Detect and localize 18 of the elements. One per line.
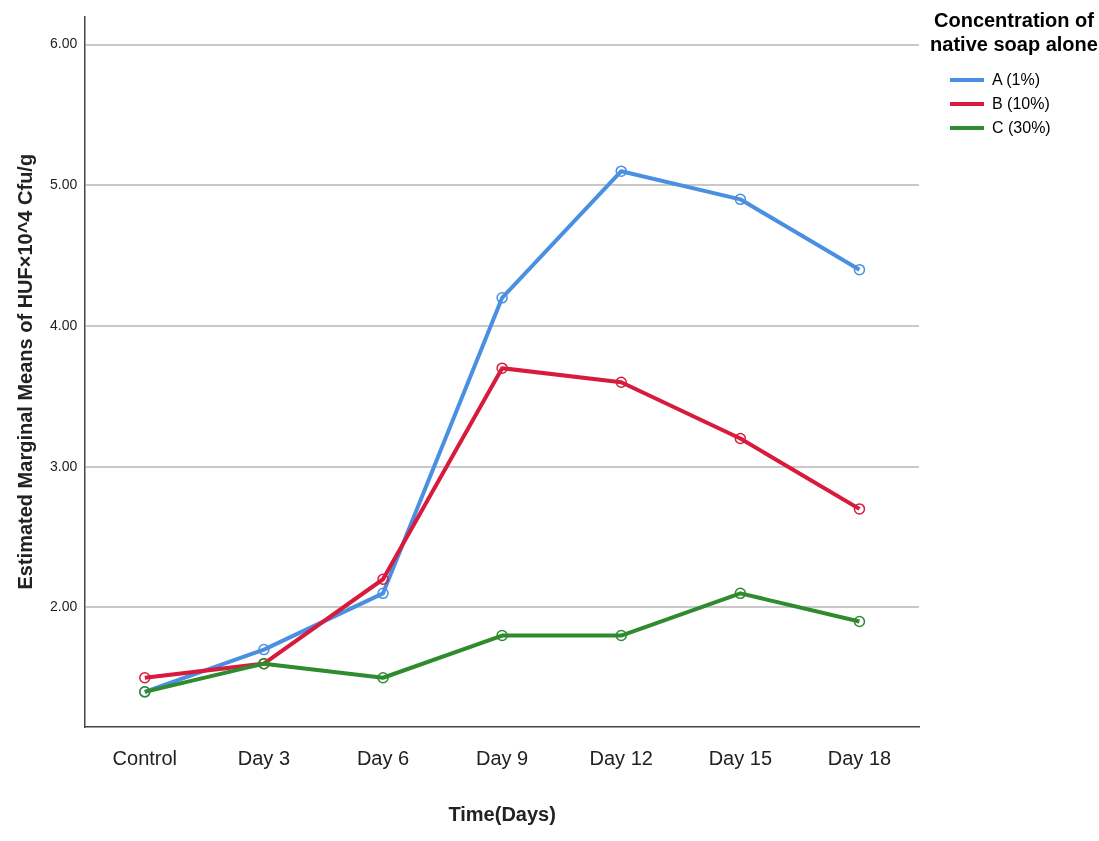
legend-label: A (1%) (992, 71, 1041, 89)
legend-label: C (30%) (992, 119, 1051, 137)
y-tick-label: 2.00 (50, 598, 78, 615)
x-tick-label: Control (112, 746, 178, 769)
y-tick-label: 3.00 (50, 457, 78, 474)
x-tick-label: Day 18 (827, 746, 892, 769)
y-tick-label: 4.00 (50, 316, 78, 333)
y-tick-label: 6.00 (50, 35, 78, 52)
x-tick-label: Day 15 (708, 746, 773, 769)
y-axis-title: Estimated Marginal Means of HUF×10^4 Cfu/g (13, 153, 36, 590)
x-tick-label: Day 12 (589, 746, 653, 769)
x-tick-label: Day 9 (476, 746, 529, 769)
legend-title: Concentration of native soap alone (930, 8, 1098, 56)
x-tick-label: Day 3 (237, 746, 291, 769)
x-axis-title: Time(Days) (448, 802, 556, 825)
legend-label: B (10%) (992, 95, 1050, 113)
y-tick-label: 5.00 (50, 176, 78, 193)
x-tick-label: Day 6 (356, 746, 410, 769)
